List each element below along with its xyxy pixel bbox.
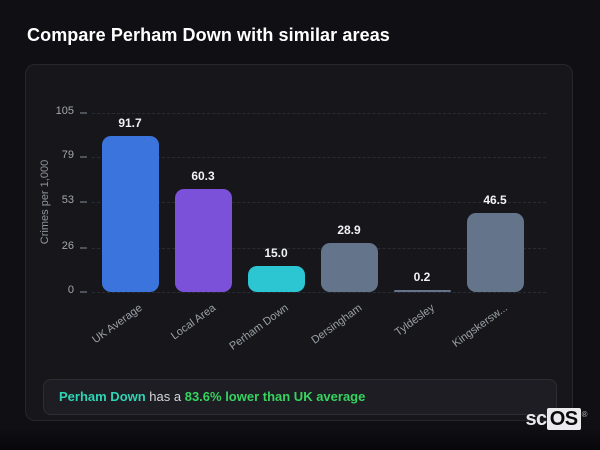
bar[interactable] (174, 189, 232, 292)
bar-value-label: 15.0 (264, 246, 288, 260)
x-tick-label: Local Area (168, 302, 219, 343)
bar[interactable] (320, 243, 378, 292)
logo-prefix: sc (525, 408, 547, 430)
bar[interactable] (247, 266, 305, 292)
note-area-name: Perham Down (59, 389, 146, 404)
gridline (92, 157, 546, 158)
note-connector-text: has a (145, 389, 185, 404)
bar-chart: Crimes per 1,000 0 26 53 79 105 91.7 UK Averag… (26, 65, 572, 420)
y-tick-label: 0 (67, 284, 74, 296)
gridline (92, 202, 546, 203)
bar[interactable] (101, 136, 159, 292)
bar[interactable] (393, 290, 451, 292)
y-tick-label: 26 (61, 240, 74, 252)
gridline (92, 248, 546, 249)
note-stat-text: 83.6% lower than UK average (184, 389, 366, 404)
chart-card: Crimes per 1,000 0 26 53 79 105 91.7 UK Averag… (25, 64, 573, 421)
bar-value-label: 91.7 (118, 116, 142, 130)
y-tick-label: 79 (61, 149, 74, 161)
y-tick-mark (80, 201, 87, 203)
gridline (92, 113, 546, 114)
bar-value-label: 60.3 (191, 169, 215, 183)
x-tick-label: Tyldesley (392, 302, 438, 339)
bar-value-label: 0.2 (413, 270, 431, 284)
page-title: Compare Perham Down with similar areas (27, 25, 390, 45)
x-tick-label: UK Average (90, 302, 146, 347)
registered-mark-icon: ® (581, 410, 588, 420)
y-tick-mark (80, 112, 87, 114)
y-tick-mark (80, 291, 87, 293)
bar-value-label: 28.9 (337, 223, 361, 237)
bar-value-label: 46.5 (483, 193, 507, 207)
x-tick-label: Dersingham (309, 302, 365, 347)
bar[interactable] (466, 213, 524, 292)
logo-suffix: OS (546, 408, 581, 430)
y-tick-mark (80, 247, 87, 249)
y-tick-label: 53 (61, 194, 74, 206)
y-tick-mark (80, 156, 87, 158)
scos-logo: sc OS ® (525, 408, 588, 431)
y-tick-label: 105 (55, 105, 74, 117)
gridline (92, 292, 546, 293)
x-tick-label: Kingskersw... (450, 302, 511, 350)
x-tick-label: Perham Down (227, 302, 292, 353)
comparison-note: Perham Down has a 83.6% lower than UK av… (43, 379, 557, 415)
